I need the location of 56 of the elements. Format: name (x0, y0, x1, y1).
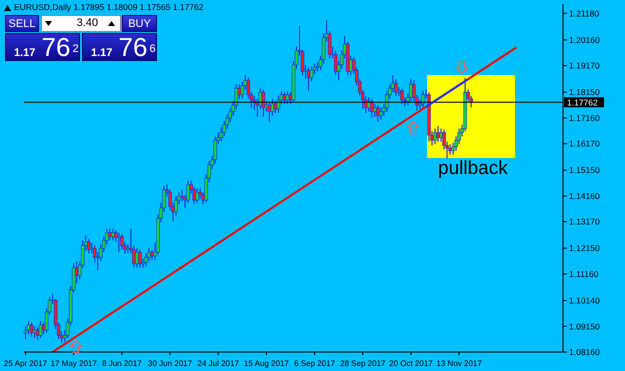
y-tick-label: 1.19170 (569, 60, 600, 71)
x-tick-label: 20 Oct 2017 (389, 359, 434, 368)
annotation: SELL (5, 15, 39, 32)
candlestick (310, 66, 314, 82)
y-tick-label: 1.18150 (569, 87, 600, 98)
y-tick-label: 1.14160 (569, 190, 600, 201)
candlestick (376, 104, 380, 123)
candlestick (30, 322, 34, 338)
annotation: 1.17 76$^{6}$ (91, 32, 156, 62)
candlestick (394, 78, 398, 97)
candlestick (400, 88, 404, 104)
y-tick-label: 1.21180 (569, 8, 600, 18)
chart-title: EURUSD,Daily 1.17895 1.18009 1.17565 1.17762 (14, 2, 204, 12)
x-tick-label: 25 Apr 2017 (4, 359, 48, 368)
annotation: pullback (438, 158, 508, 180)
candlestick (282, 92, 286, 104)
y-tick-label: 1.13170 (569, 216, 600, 227)
candlestick (126, 244, 130, 254)
candlestick (274, 100, 278, 114)
y-tick-label: 1.11160 (569, 268, 599, 279)
annotation: 3.40 (76, 17, 98, 29)
ref-line-label: 1.17762 (567, 97, 598, 108)
candlestick (397, 86, 401, 97)
x-tick-label: 8 Jun 2017 (102, 359, 142, 368)
y-tick-label: 1.16170 (569, 138, 600, 149)
y-tick-label: 1.08160 (569, 347, 600, 358)
annotation: BUY (122, 15, 157, 32)
x-tick-label: 24 Jul 2017 (198, 359, 240, 368)
y-tick-label: 1.12150 (569, 243, 600, 254)
x-tick-label: 17 May 2017 (50, 359, 98, 368)
y-tick-label: 1.17160 (569, 112, 600, 123)
x-tick-label: 28 Sep 2017 (340, 359, 386, 368)
candlestick (421, 90, 425, 108)
candlestick (436, 125, 440, 142)
candlestick (433, 128, 437, 145)
annotation: 1.17 76$^{2}$ (14, 32, 79, 62)
candlestick (439, 128, 443, 142)
x-tick-label: 6 Sep 2017 (294, 359, 336, 368)
candlestick (117, 232, 121, 253)
candlestick (286, 90, 290, 104)
x-tick-label: 15 Aug 2017 (244, 359, 290, 368)
candlestick (86, 238, 90, 254)
candlestick (120, 233, 124, 250)
y-tick-label: 1.15150 (569, 165, 600, 176)
candlestick (195, 188, 199, 204)
candlestick (379, 107, 383, 120)
y-tick-label: 1.09150 (569, 321, 600, 332)
y-tick-label: 1.10140 (569, 296, 600, 306)
candlestick (90, 242, 94, 254)
candlestick (38, 320, 42, 338)
x-tick-label: 13 Nov 2017 (436, 359, 482, 368)
input-field: 3.40 (41, 15, 121, 32)
candlestick (138, 249, 142, 268)
y-tick-label: 1.20160 (569, 34, 600, 45)
candlestick (262, 89, 266, 118)
x-tick-label: 30 Jun 2017 (148, 359, 193, 368)
